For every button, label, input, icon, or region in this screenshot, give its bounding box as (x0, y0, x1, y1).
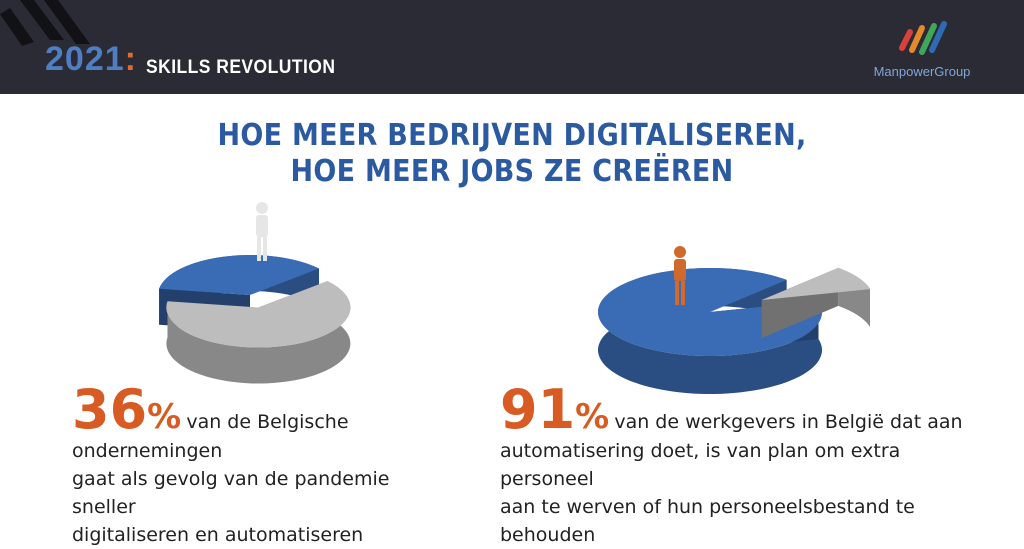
brand-subtitle: SKILLS REVOLUTION (146, 57, 336, 78)
logo-text: ManpowerGroup (873, 64, 971, 79)
header-banner: 2021: SKILLS REVOLUTION ManpowerGroup (0, 0, 1024, 94)
title-line-1: HOE MEER BEDRIJVEN DIGITALISEREN, (217, 118, 807, 153)
stat-caption-line: automatisering doet, is van plan om extr… (500, 440, 901, 490)
pie-slice-2 (166, 281, 351, 384)
stat-caption-line: van de Belgische ondernemingen (72, 411, 349, 462)
person-figure-icon (674, 246, 686, 305)
stat-caption-line: digitaliseren en automatiseren (72, 524, 364, 546)
stat-block-1: 36% van de Belgische ondernemingen gaat … (72, 383, 452, 549)
stat-caption-line: van de werkgevers in België dat aan (614, 411, 963, 433)
page-title: HOE MEER BEDRIJVEN DIGITALISEREN, HOE ME… (0, 118, 1024, 190)
pie-slice-2 (761, 267, 870, 339)
pie-chart-1 (159, 202, 351, 384)
stat-percentage: 36% (72, 378, 182, 441)
pie-slice-1 (598, 268, 822, 394)
stat-percentage: 91% (500, 378, 610, 441)
pie-chart-2 (598, 246, 870, 394)
stat-caption-line: gaat als gevolg van de pandemie sneller (72, 468, 390, 518)
stat-caption-line: aan te werven of hun personeelsbestand t… (500, 496, 915, 546)
brand-year: 2021: (45, 40, 137, 78)
robot-figure-icon (256, 202, 268, 261)
stat-block-2: 91% van de werkgevers in België dat aan … (500, 383, 1000, 549)
manpowergroup-logo: ManpowerGroup (852, 18, 992, 84)
logo-mark-icon (899, 21, 947, 55)
title-line-2: HOE MEER JOBS ZE CREËREN (290, 154, 734, 189)
decorative-stripes (0, 0, 90, 46)
